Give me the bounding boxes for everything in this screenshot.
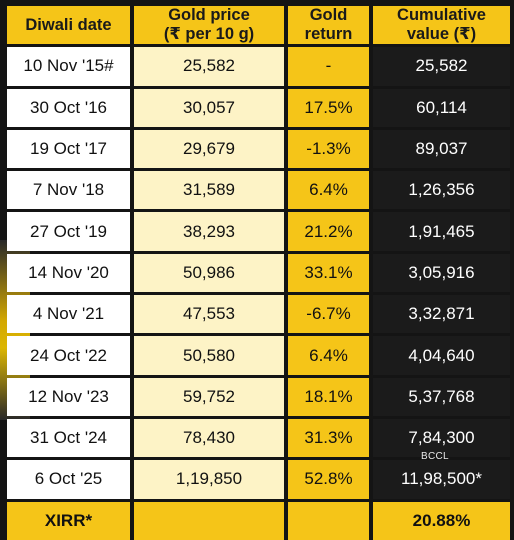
row-3-return: -1.3% [288, 129, 369, 169]
row-3-date: 19 Oct '17 [7, 129, 130, 169]
row-11-date: 6 Oct '25 [7, 460, 130, 499]
row-9-cumulative: 5,37,768 [373, 377, 510, 416]
row-1-price: 25,582 [134, 47, 284, 86]
header-cumulative-value: Cumulative value (₹) [373, 6, 510, 45]
row-1-date: 10 Nov '15# [7, 47, 130, 86]
row-7-return: -6.7% [288, 295, 369, 334]
row-2-price: 30,057 [134, 88, 284, 127]
row-10-date: 31 Oct '24 [7, 418, 130, 458]
row-7-cumulative: 3,32,871 [373, 295, 510, 334]
header-diwali-date: Diwali date [7, 6, 130, 45]
row-2-return: 17.5% [288, 88, 369, 127]
row-4-price: 31,589 [134, 171, 284, 210]
row-10-cumulative: 7,84,300 [373, 418, 510, 458]
row-4-cumulative: 1,26,356 [373, 171, 510, 210]
row-3-price: 29,679 [134, 129, 284, 169]
row-8-price: 50,580 [134, 336, 284, 375]
xirr-value: 20.88% [373, 501, 510, 540]
row-2-date: 30 Oct '16 [7, 88, 130, 127]
row-5-return: 21.2% [288, 212, 369, 251]
row-6-return: 33.1% [288, 253, 369, 293]
row-4-return: 6.4% [288, 171, 369, 210]
row-7-price: 47,553 [134, 295, 284, 334]
header-gold-price: Gold price (₹ per 10 g) [134, 6, 284, 45]
row-4-date: 7 Nov '18 [7, 171, 130, 210]
row-9-return: 18.1% [288, 377, 369, 416]
footer-empty-price [134, 501, 284, 540]
row-5-cumulative: 1,91,465 [373, 212, 510, 251]
row-5-date: 27 Oct '19 [7, 212, 130, 251]
row-10-return: 31.3% [288, 418, 369, 458]
row-9-date: 12 Nov '23 [7, 377, 130, 416]
row-11-price: 1,19,850 [134, 460, 284, 499]
row-8-return: 6.4% [288, 336, 369, 375]
gold-returns-table: Diwali date Gold price (₹ per 10 g) Gold r… [7, 6, 510, 540]
row-8-cumulative: 4,04,640 [373, 336, 510, 375]
row-1-cumulative: 25,582 [373, 47, 510, 86]
row-3-cumulative: 89,037 [373, 129, 510, 169]
row-11-cumulative: 11,98,500* [373, 460, 510, 499]
bccl-watermark: BCCL [421, 451, 449, 462]
row-8-date: 24 Oct '22 [7, 336, 130, 375]
row-6-cumulative: 3,05,916 [373, 253, 510, 293]
xirr-label: XIRR* [7, 501, 130, 540]
row-1-return: - [288, 47, 369, 86]
row-6-date: 14 Nov '20 [7, 253, 130, 293]
row-7-date: 4 Nov '21 [7, 295, 130, 334]
row-10-price: 78,430 [134, 418, 284, 458]
row-5-price: 38,293 [134, 212, 284, 251]
row-6-price: 50,986 [134, 253, 284, 293]
row-9-price: 59,752 [134, 377, 284, 416]
row-11-return: 52.8% [288, 460, 369, 499]
footer-empty-return [288, 501, 369, 540]
row-2-cumulative: 60,114 [373, 88, 510, 127]
header-gold-return: Gold return [288, 6, 369, 45]
